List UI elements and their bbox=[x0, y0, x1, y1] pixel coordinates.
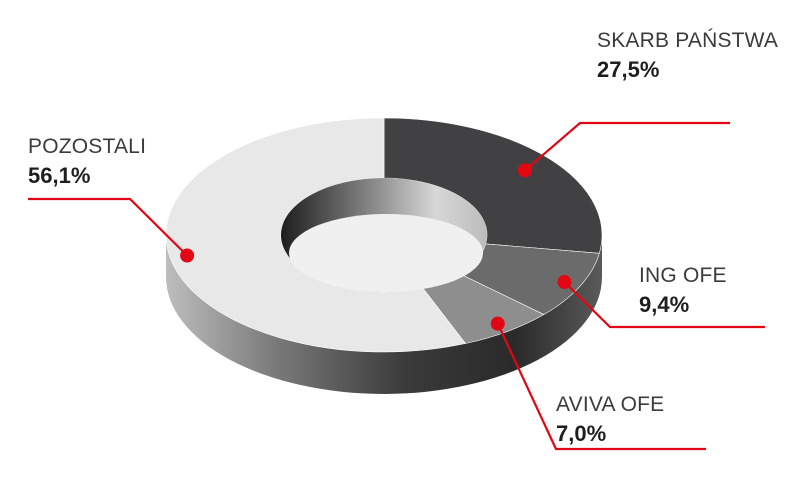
callout-line-ing-ofe bbox=[563, 281, 765, 329]
donut-outer-side-wall bbox=[166, 235, 602, 394]
label-value-skarb-panstwa: 27,5% bbox=[597, 57, 660, 82]
callout-line-aviva-ofe bbox=[496, 323, 706, 451]
label-name-ing-ofe: ING OFE bbox=[639, 264, 727, 287]
label-skarb-panstwa: SKARB PAŃSTWA 27,5% bbox=[597, 26, 778, 85]
label-aviva-ofe: AVIVA OFE 7,0% bbox=[556, 390, 664, 449]
donut-top-layer bbox=[165, 117, 603, 353]
callout-dot-aviva-ofe bbox=[490, 316, 505, 331]
label-name-pozostali: POZOSTALI bbox=[28, 135, 147, 158]
donut-hole-floor bbox=[289, 214, 483, 292]
label-name-aviva-ofe: AVIVA OFE bbox=[556, 393, 665, 416]
callout-dot-pozostali bbox=[180, 248, 195, 263]
label-pozostali: POZOSTALI 56,1% bbox=[28, 132, 146, 191]
callout-dot-ing-ofe bbox=[557, 275, 572, 290]
callout-line-pozostali bbox=[28, 197, 188, 257]
label-value-aviva-ofe: 7,0% bbox=[556, 421, 607, 446]
label-value-pozostali: 56,1% bbox=[28, 163, 91, 188]
donut-hole-layer bbox=[281, 178, 487, 292]
callout-layer bbox=[28, 121, 765, 451]
callout-line-skarb-pa-stwa bbox=[524, 121, 730, 172]
callout-dot-skarb-pa-stwa bbox=[517, 163, 532, 178]
label-value-ing-ofe: 9,4% bbox=[639, 292, 690, 317]
donut-side-layer bbox=[166, 235, 602, 394]
label-ing-ofe: ING OFE 9,4% bbox=[639, 261, 727, 320]
label-name-skarb-panstwa: SKARB PAŃSTWA bbox=[597, 29, 779, 52]
